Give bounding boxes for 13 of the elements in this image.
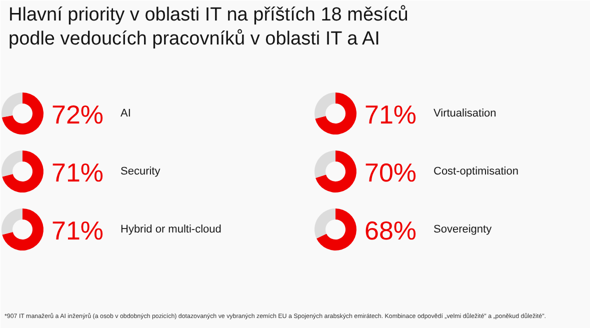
data-label: 70%: [364, 158, 417, 188]
text: Hybrid or multi-cloud: [120, 224, 222, 236]
data-label: 71%: [364, 100, 417, 130]
data-label: 72%: [52, 100, 104, 130]
text: Sovereignty: [434, 224, 492, 236]
text: Virtualisation: [434, 108, 496, 120]
text: Cost-optimisation: [434, 166, 518, 178]
data-label: 71%: [52, 216, 104, 246]
data-label: 68%: [364, 216, 417, 246]
text: Hlavní priority v oblasti IT na příštích 18 měsíců podle vedoucích pracovníků v oblasti IT a AI: [8, 4, 408, 50]
text: AI: [120, 108, 131, 120]
text: Security: [120, 166, 161, 178]
data-label: 71%: [52, 158, 104, 188]
